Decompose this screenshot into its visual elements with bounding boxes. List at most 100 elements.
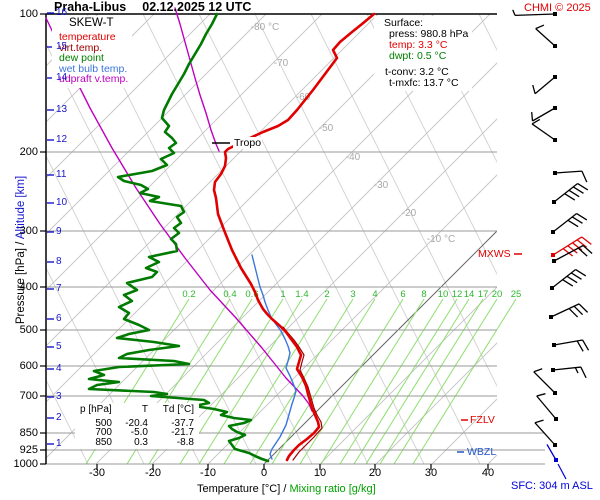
isotherm-line: [46, 14, 435, 403]
wind-barb-feather: [568, 308, 579, 318]
altitude-tick-label: 11: [56, 169, 67, 180]
max-wind-label: MXWS: [478, 248, 511, 260]
temperature-tick-label: 0: [260, 467, 268, 479]
mixing-ratio-line: [412, 298, 517, 464]
wind-barb-feather: [576, 212, 588, 221]
mixing-ratio-label: 0.2: [182, 289, 195, 300]
wind-barb-hook: [531, 118, 541, 125]
wind-barb-hook: [533, 368, 543, 373]
wind-barb-staff: [536, 395, 557, 420]
mixing-ratio-label: 0.4: [223, 289, 236, 300]
altitude-tick-label: 1: [56, 438, 62, 449]
pressure-tick-label: 850: [19, 427, 38, 439]
wind-barb: [535, 24, 557, 48]
wind-barb-feather: [580, 366, 587, 379]
legend-item-dew-point: dew point: [59, 52, 104, 64]
wind-barb-feather: [567, 245, 578, 254]
isotherm-line: [46, 14, 323, 291]
legend-items: temperature virt.temp. dew point wet bulb t…: [56, 32, 128, 85]
surface-t-conv-value: t-conv: 3.2 °C: [385, 66, 449, 78]
x-axis-title-temperature: Temperature [°C]: [197, 483, 281, 495]
dry-adiabat-line: [310, 14, 497, 388]
wind-barb-feather: [572, 186, 584, 194]
wind-barb: [512, 9, 557, 17]
mixing-ratio-line: [393, 298, 498, 464]
surface-dwpt-value: dwpt: 0.5 °C: [389, 50, 447, 62]
wind-barb-feather: [581, 170, 588, 183]
wind-barb-staff: [554, 170, 582, 174]
table-row: 850 0.3 -8.8: [78, 436, 196, 448]
temperature-tick-label: 40: [481, 467, 495, 479]
station-name: Praha-Libus: [54, 0, 127, 14]
legend-item-udpraft-v-temp: udpraft v.temp.: [59, 73, 129, 85]
sounding-datetime: 02.12.2025 12 UTC: [142, 0, 252, 14]
wind-barb: [533, 368, 557, 395]
wind-barb-feather: [578, 303, 589, 313]
isotherm-label: -60: [296, 92, 311, 103]
temperature-tick-label: -10: [200, 467, 216, 479]
surface-elevation-label: SFC: 304 m ASL: [511, 480, 593, 492]
wind-barb-hook: [536, 393, 546, 397]
wind-barb: [551, 236, 592, 257]
wind-barb: [549, 303, 589, 319]
mixing-ratio-label: 20: [492, 289, 503, 300]
mixing-ratio-label: 1: [280, 289, 285, 300]
isotherm-label: -80 °C: [251, 22, 279, 33]
wind-barb-feather: [577, 182, 589, 191]
wind-barb-staff: [531, 123, 556, 141]
wind-barb-feather: [566, 275, 578, 284]
isotherm-label: -20: [402, 208, 417, 219]
mixing-ratio-label: 17: [478, 289, 489, 300]
isotherm-line: [207, 174, 497, 464]
legend-item-wet-bulb-temp: wet bulb temp.: [59, 62, 128, 75]
temperature-tick-label: -20: [145, 467, 161, 479]
sfc-label-connector: [557, 463, 567, 480]
wind-barb-feather: [573, 305, 584, 316]
mixing-ratio-label: 12: [452, 289, 463, 300]
table-cell: -8.8: [176, 436, 194, 448]
altitude-tick-label: 12: [56, 134, 68, 145]
temperature-tick-label: 30: [424, 467, 438, 479]
wind-barb-feather: [572, 242, 583, 251]
freezing-level-label: FZLV: [470, 414, 495, 426]
surface-t-mxfc-value: t-mxfc: 13.7 °C: [389, 77, 459, 89]
table-header-cell: T: [141, 404, 148, 415]
pressure-tick-label: 500: [19, 324, 38, 336]
y-axis-title: Pressure [hPa] / Altitude [km]: [15, 100, 29, 400]
temperature-tick-label: 20: [368, 467, 382, 479]
isotherm-label: -10 °C: [427, 234, 455, 245]
table-header-cell: p [hPa]: [80, 404, 112, 415]
wind-barb-half-feather: [574, 367, 579, 374]
mixing-ratio-line: [198, 298, 303, 464]
legend-item-temperature: temperature: [59, 31, 116, 43]
pressure-tick-label: 200: [19, 146, 38, 158]
wind-barb: [531, 118, 557, 142]
table-header-cell: Td [°C]: [162, 404, 194, 415]
updraft-virt-temp-curve: [45, 17, 313, 412]
mixing-ratio-line: [320, 298, 425, 464]
mixing-ratio-label: 1.4: [295, 289, 308, 300]
dry-adiabat-line: [86, 14, 313, 464]
levels-table-body: 500 -20.4 -37.7 700 -5.0 -21.7 850 0.3 -8.8: [78, 418, 196, 448]
mixing-ratio-label: 10: [438, 289, 449, 300]
wind-barb-feather: [576, 239, 588, 248]
mixing-ratio-line: [299, 298, 404, 464]
mixing-ratio-label: 0.6: [245, 289, 258, 300]
mixing-ratio-line: [271, 298, 376, 464]
x-axis-title: Temperature [°C] / Mixing ratio [g/kg]: [197, 483, 376, 495]
table-cell: -5.0: [130, 427, 148, 438]
dry-adiabat-line: [142, 14, 369, 464]
wind-barb-feather: [582, 245, 593, 255]
table-row: 500 -20.4 -37.7: [78, 418, 196, 429]
temperature-curve: [212, 12, 376, 462]
surface-box-lines: press: 980.8 hPa temp: 3.3 °C dwpt: 0.5 °C…: [378, 29, 468, 89]
wind-barb-hook: [531, 111, 534, 122]
isotherm-label: -70: [274, 58, 289, 69]
isotherm-label: -50: [319, 123, 334, 134]
wind-barb: [534, 419, 557, 447]
wet-bulb-zero-label: WBZL: [467, 446, 497, 458]
isotherm-label: -40: [346, 152, 361, 163]
wind-barb: [532, 75, 557, 95]
wind-barb-staff: [552, 236, 583, 256]
